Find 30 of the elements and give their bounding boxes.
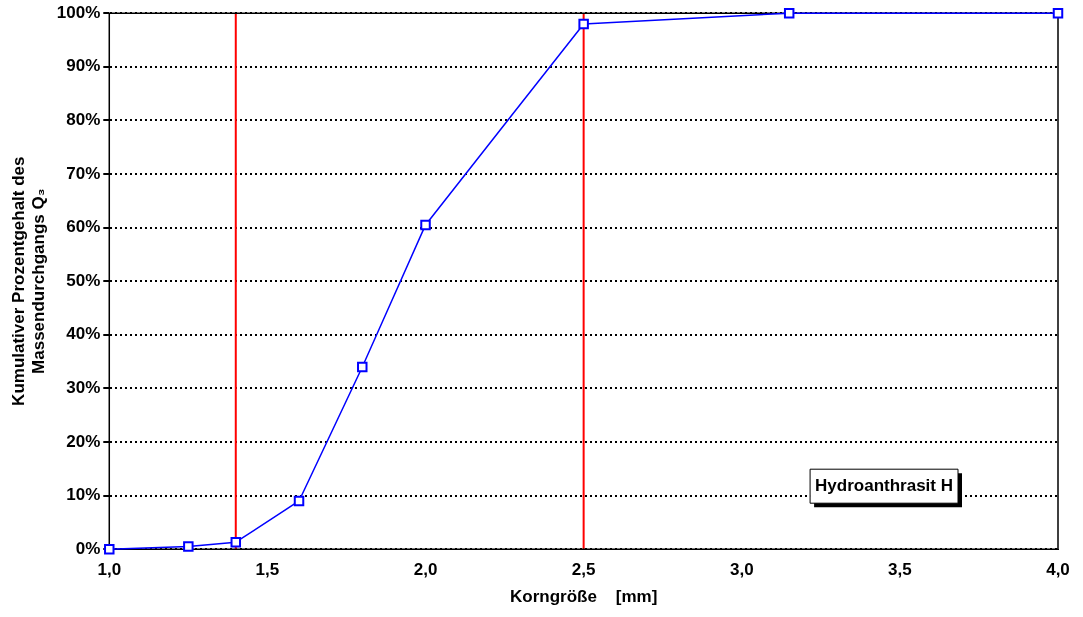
y-tick-label: 30% [66, 378, 101, 398]
y-tick-label: 60% [66, 217, 101, 237]
y-tick-label: 100% [56, 2, 101, 22]
x-tick-label: 2,5 [571, 560, 596, 580]
y-tick-label: 10% [66, 485, 101, 505]
point [420, 219, 431, 231]
x-tick-label: 2,0 [413, 560, 438, 580]
x-tick-label: 1,0 [97, 560, 122, 580]
point [1052, 7, 1064, 19]
y-tick-label: 40% [66, 324, 101, 344]
point [230, 536, 242, 548]
y-tick-label: 70% [66, 163, 101, 183]
point [293, 495, 305, 507]
point [183, 541, 194, 552]
x-axis-title: Korngröße [mm] [509, 587, 658, 607]
x-tick-label: 4,0 [1046, 560, 1070, 580]
y-tick-label: 90% [66, 56, 101, 76]
annotation: Hydroanthrasit H [815, 475, 954, 495]
x-tick-label: 1,5 [255, 560, 280, 580]
y-tick-label: 0% [75, 538, 101, 558]
y-axis-title: Kumulativer Prozentgehalt des Massendurchgangs Q₃ [8, 156, 49, 406]
y-tick-label: 80% [66, 110, 101, 130]
x-tick-label: 3,0 [729, 560, 754, 580]
x-tick-label: 3,5 [888, 560, 912, 580]
point [783, 7, 795, 19]
point [104, 543, 115, 555]
point [357, 361, 368, 373]
y-tick-label: 50% [66, 270, 101, 290]
point [578, 18, 589, 30]
y-tick-label: 20% [66, 431, 101, 451]
